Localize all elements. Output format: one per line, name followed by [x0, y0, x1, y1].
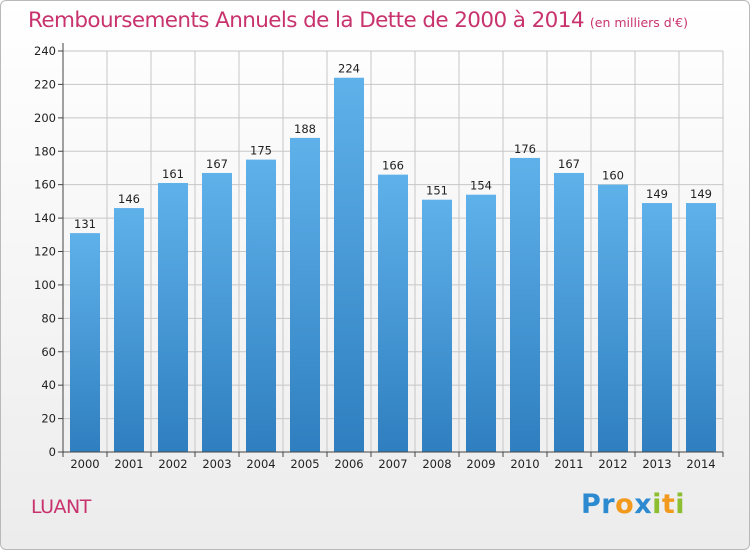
y-tick-label: 80 — [41, 311, 56, 325]
x-tick-label-2006: 2006 — [334, 457, 363, 471]
x-tick-label-2013: 2013 — [642, 457, 671, 471]
bar-2004 — [246, 159, 276, 452]
data-label-2004: 175 — [250, 144, 272, 158]
bar-layer — [70, 77, 716, 453]
x-tick-label-2007: 2007 — [378, 457, 407, 471]
x-tick-label-2011: 2011 — [554, 457, 583, 471]
y-tick-label: 240 — [34, 44, 56, 58]
x-tick-label-2012: 2012 — [598, 457, 627, 471]
chart-title: Remboursements Annuels de la Dette de 20… — [28, 8, 688, 33]
data-label-2002: 161 — [162, 167, 184, 181]
data-label-2012: 160 — [602, 169, 624, 183]
axis-layer: 0 20 40 60 80 100 120 140 160 180 200 220 240 — [34, 43, 724, 459]
commune-name: LUANT — [31, 496, 91, 518]
y-tick-label: 200 — [34, 111, 56, 125]
chart-title-text: Remboursements Annuels de la Dette de 20… — [28, 8, 585, 33]
data-label-2010: 176 — [514, 142, 536, 156]
x-tick-label-2000: 2000 — [70, 457, 99, 471]
data-label-2001: 146 — [118, 192, 140, 206]
data-label-2000: 131 — [74, 217, 96, 231]
bar-2009 — [466, 194, 496, 453]
bar-2008 — [422, 199, 452, 452]
bar-2012 — [598, 184, 628, 452]
x-tick-label-2003: 2003 — [202, 457, 231, 471]
bar-2001 — [114, 208, 144, 452]
bar-2003 — [202, 172, 232, 453]
bar-2006 — [334, 77, 364, 452]
x-tick-label-2002: 2002 — [158, 457, 187, 471]
y-tick-label: 140 — [34, 211, 56, 225]
y-tick-label: 0 — [49, 445, 56, 459]
bar-2007 — [378, 174, 408, 452]
x-tick-label-2004: 2004 — [246, 457, 275, 471]
data-label-2014: 149 — [690, 187, 712, 201]
data-label-2008: 151 — [426, 184, 448, 198]
bar-2013 — [642, 203, 672, 452]
x-tick-label-2014: 2014 — [686, 457, 715, 471]
y-tick-label: 220 — [34, 77, 56, 91]
y-tick-label: 180 — [34, 144, 56, 158]
data-label-2013: 149 — [646, 187, 668, 201]
x-tick-label-2005: 2005 — [290, 457, 319, 471]
bar-2002 — [158, 182, 188, 452]
data-label-2009: 154 — [470, 179, 492, 193]
y-tick-label: 20 — [41, 412, 56, 426]
bar-2010 — [510, 157, 540, 452]
x-tick-label-2008: 2008 — [422, 457, 451, 471]
proxiti-logo: Proxiti — [581, 489, 686, 520]
x-tick-label-2009: 2009 — [466, 457, 495, 471]
data-label-2003: 167 — [206, 157, 228, 171]
chart-unit: (en milliers d'€) — [589, 15, 688, 30]
label-layer: 131 2000 146 2001 161 2002 167 2003 175 2004 188 20… — [70, 62, 715, 471]
data-label-2005: 188 — [294, 122, 316, 136]
y-tick-label: 100 — [34, 278, 56, 292]
data-label-2007: 166 — [382, 159, 404, 173]
y-tick-label: 40 — [41, 378, 56, 392]
y-tick-label: 60 — [41, 345, 56, 359]
bar-2011 — [554, 172, 584, 453]
y-tick-label: 160 — [34, 178, 56, 192]
data-label-2011: 167 — [558, 157, 580, 171]
bar-2000 — [70, 233, 100, 452]
bar-2005 — [290, 137, 320, 452]
bar-2014 — [686, 203, 716, 452]
x-tick-label-2001: 2001 — [114, 457, 143, 471]
x-tick-label-2010: 2010 — [510, 457, 539, 471]
data-label-2006: 224 — [338, 62, 360, 76]
y-tick-label: 120 — [34, 245, 56, 259]
